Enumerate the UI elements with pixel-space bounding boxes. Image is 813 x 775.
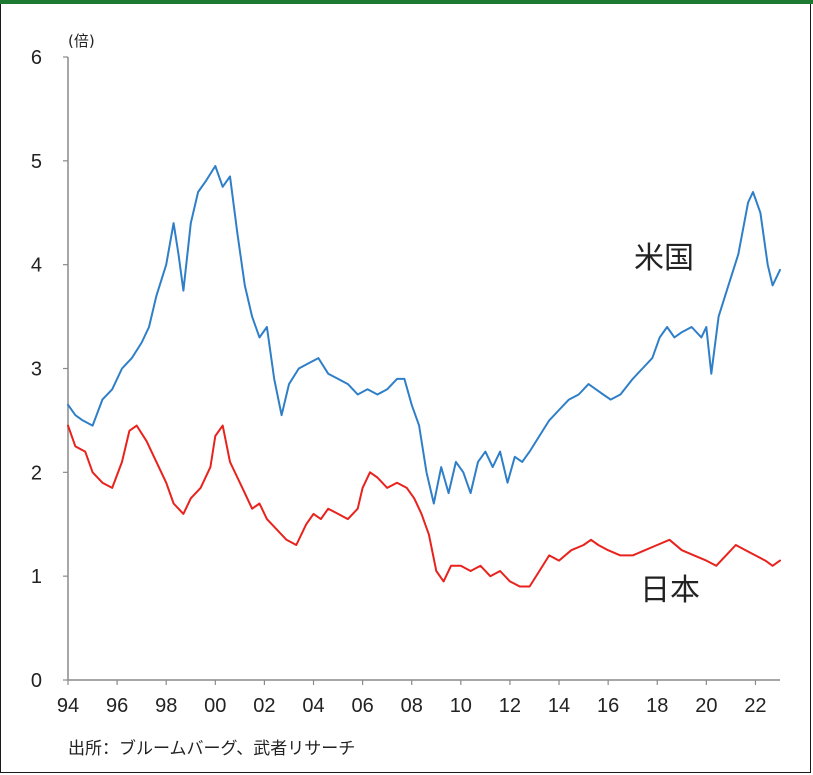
x-tick-label: 94 [57, 695, 79, 717]
x-tick-label: 98 [155, 695, 177, 717]
x-tick-label: 06 [351, 695, 373, 717]
y-tick-label: 2 [31, 462, 42, 484]
y-tick-label: 5 [31, 151, 42, 173]
y-tick-label: 4 [31, 255, 42, 277]
x-tick-label: 08 [401, 695, 423, 717]
y-axis-unit-label: (倍) [68, 32, 95, 50]
source-note: 出所：ブルームバーグ、武者リサーチ [68, 739, 356, 759]
x-tick-label: 16 [597, 695, 619, 717]
top-accent-strip [0, 0, 813, 4]
x-tick-label: 10 [450, 695, 472, 717]
x-tick-label: 12 [499, 695, 521, 717]
x-tick-label: 14 [548, 695, 570, 717]
y-tick-label: 0 [31, 670, 42, 692]
x-tick-label: 22 [744, 695, 766, 717]
series-line-us [67, 165, 781, 505]
series-layer [67, 165, 781, 588]
x-tick-label: 02 [253, 695, 275, 717]
y-tick-label: 3 [31, 359, 42, 381]
y-tick-label: 1 [31, 566, 42, 588]
x-axis-ticks: 94 96 98 00 02 04 06 08 10 12 14 16 18 20 22 [57, 680, 767, 717]
series-label-japan: 日本 [640, 573, 700, 608]
x-tick-label: 00 [204, 695, 226, 717]
x-tick-label: 96 [106, 695, 128, 717]
x-tick-label: 04 [302, 695, 324, 717]
series-label-us: 米国 [634, 241, 694, 276]
y-tick-label: 6 [31, 47, 42, 69]
series-line-japan [67, 424, 781, 588]
x-tick-label: 20 [695, 695, 717, 717]
y-axis-ticks: 0 1 2 3 4 5 6 [31, 47, 68, 692]
x-tick-label: 18 [646, 695, 668, 717]
